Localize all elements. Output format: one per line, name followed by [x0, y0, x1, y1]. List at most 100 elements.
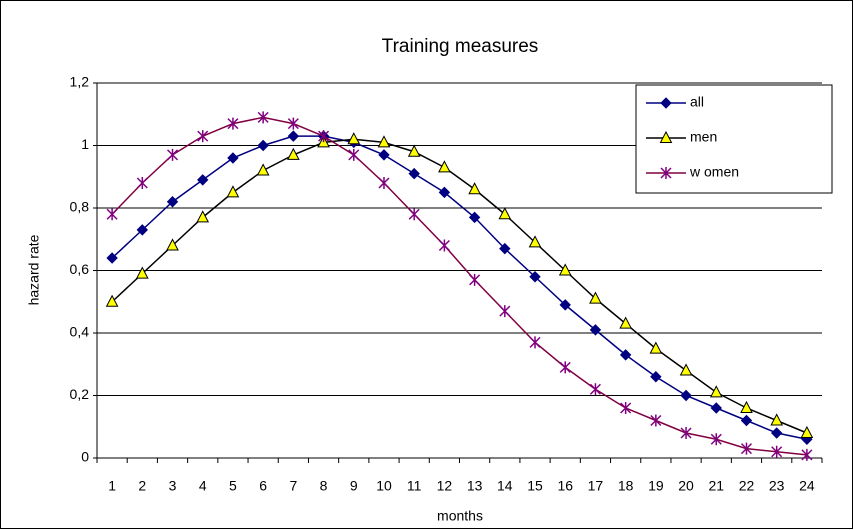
marker	[800, 425, 814, 438]
legend-label: w omen	[689, 164, 739, 180]
y-tick-label: 1,2	[70, 74, 90, 90]
y-tick-label: 0,4	[70, 324, 90, 340]
x-tick-label: 24	[799, 478, 815, 494]
marker	[620, 402, 632, 414]
x-tick-label: 20	[678, 478, 694, 494]
marker	[770, 427, 783, 439]
series-line	[111, 116, 807, 456]
marker	[166, 196, 179, 208]
y-tick-label: 1	[81, 136, 89, 152]
x-tick-label: 5	[229, 478, 237, 494]
x-tick-label: 10	[376, 478, 392, 494]
marker	[166, 148, 179, 161]
marker	[106, 252, 118, 264]
marker	[136, 177, 148, 189]
marker	[438, 186, 451, 199]
marker	[559, 361, 571, 374]
marker	[499, 242, 511, 255]
x-tick-label: 18	[618, 478, 634, 494]
marker	[710, 433, 722, 446]
marker	[619, 349, 632, 361]
x-tick-label: 14	[497, 478, 513, 494]
marker	[257, 111, 269, 124]
marker	[226, 185, 240, 198]
x-axis-label: months	[437, 508, 483, 524]
marker	[650, 414, 662, 427]
marker	[256, 163, 270, 176]
marker	[529, 271, 541, 283]
marker	[197, 130, 209, 143]
x-tick-label: 1	[108, 478, 116, 494]
marker	[589, 291, 602, 304]
x-tick-label: 21	[708, 478, 724, 494]
marker	[680, 427, 692, 439]
marker	[649, 341, 663, 354]
marker	[287, 147, 300, 160]
marker	[589, 324, 602, 336]
marker	[469, 273, 481, 286]
legend-label: men	[690, 129, 717, 145]
marker	[660, 97, 672, 109]
marker	[740, 442, 753, 455]
x-tick-label: 12	[437, 478, 453, 494]
marker	[378, 177, 390, 189]
marker	[197, 174, 209, 186]
marker	[408, 167, 420, 180]
marker	[589, 383, 601, 396]
marker	[407, 144, 421, 157]
marker	[659, 130, 673, 143]
marker	[710, 402, 722, 414]
marker	[468, 211, 481, 224]
x-tick-label: 4	[199, 478, 207, 494]
marker	[135, 266, 149, 279]
marker	[136, 224, 149, 236]
marker	[499, 305, 511, 318]
marker	[650, 371, 662, 383]
x-tick-label: 9	[350, 478, 358, 494]
marker	[680, 389, 692, 402]
marker	[771, 445, 783, 458]
marker	[408, 208, 420, 221]
marker	[318, 130, 330, 143]
marker	[679, 363, 693, 376]
marker	[498, 207, 512, 220]
marker	[348, 148, 360, 161]
marker	[438, 160, 451, 173]
x-tick-label: 19	[648, 478, 664, 494]
marker	[196, 210, 210, 223]
marker	[619, 316, 632, 329]
x-tick-label: 11	[407, 478, 422, 494]
marker	[257, 139, 269, 152]
marker	[227, 117, 239, 130]
x-tick-label: 15	[527, 478, 543, 494]
marker	[287, 130, 300, 142]
x-tick-label: 17	[588, 478, 604, 494]
x-tick-label: 8	[320, 478, 328, 494]
x-tick-label: 16	[557, 478, 573, 494]
x-tick-label: 23	[769, 478, 785, 494]
y-tick-label: 0,2	[70, 386, 90, 402]
x-tick-label: 2	[138, 478, 146, 494]
marker	[559, 299, 571, 311]
x-tick-label: 22	[739, 478, 755, 494]
y-tick-label: 0,8	[70, 199, 90, 215]
marker	[105, 294, 119, 307]
chart-title: Training measures	[382, 36, 539, 57]
marker	[378, 149, 390, 161]
marker	[740, 400, 753, 413]
marker	[740, 414, 753, 427]
marker	[801, 448, 813, 461]
marker	[558, 263, 572, 276]
series-line	[111, 135, 808, 440]
marker	[287, 117, 299, 130]
y-axis-label: hazard rate	[26, 234, 42, 305]
marker	[227, 152, 239, 164]
y-tick-label: 0,6	[70, 261, 90, 277]
marker	[166, 238, 179, 251]
x-tick-label: 3	[169, 478, 177, 494]
marker	[709, 385, 723, 398]
marker	[377, 135, 391, 148]
